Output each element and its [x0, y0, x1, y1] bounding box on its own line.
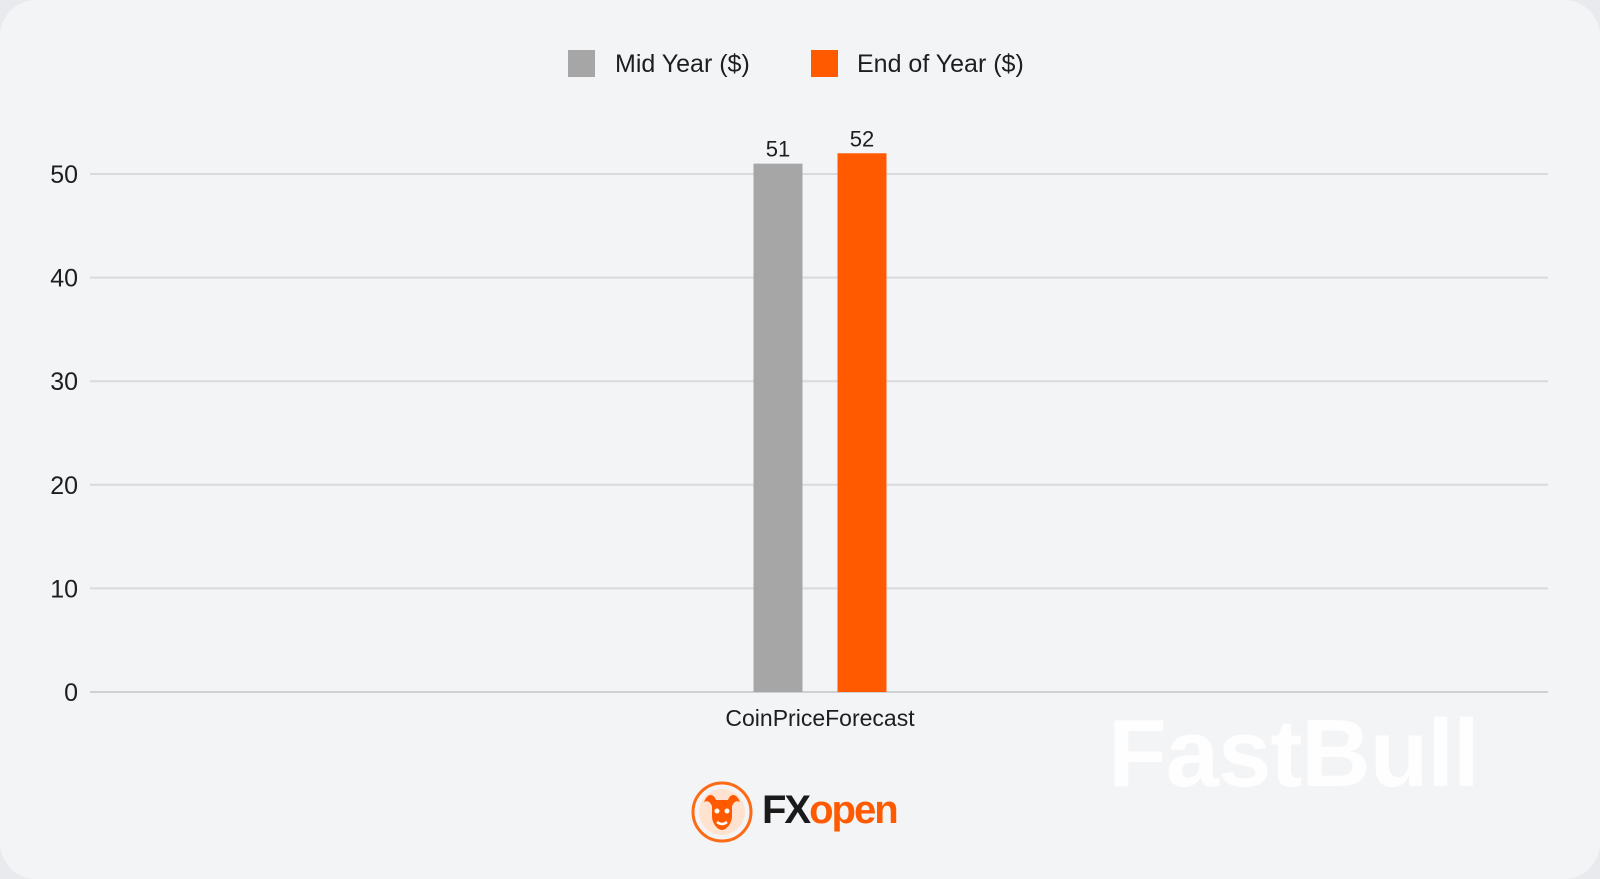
- data-label: 51: [766, 137, 790, 162]
- y-tick-label: 0: [64, 679, 78, 707]
- x-category-label: CoinPriceForecast: [725, 705, 915, 731]
- y-tick-label: 10: [50, 575, 78, 603]
- x-axis: CoinPriceForecast: [725, 705, 915, 731]
- legend-label: End of Year ($): [857, 50, 1024, 78]
- gridlines: [90, 173, 1548, 693]
- logo-fx-text: FX: [762, 788, 811, 832]
- data-labels: 51 52: [766, 126, 874, 161]
- logo-open-text: open: [809, 788, 899, 832]
- fxopen-wordmark: FXopen: [762, 788, 899, 832]
- legend: Mid Year ($) End of Year ($): [568, 50, 1024, 78]
- fxopen-logo: FXopen: [690, 778, 910, 848]
- bull-emblem-icon: [691, 781, 753, 843]
- bar-end-of-year: [837, 153, 887, 692]
- y-axis: 0 10 20 30 40 50: [50, 161, 78, 707]
- legend-swatch: [568, 50, 595, 77]
- y-tick-label: 50: [50, 161, 78, 189]
- fastbull-watermark: FastBull: [1108, 700, 1480, 807]
- data-label: 52: [850, 126, 874, 151]
- legend-swatch: [811, 50, 838, 77]
- legend-label: Mid Year ($): [615, 50, 750, 78]
- y-tick-label: 30: [50, 368, 78, 396]
- bars: [753, 153, 887, 692]
- bar-mid-year: [753, 163, 803, 692]
- y-tick-label: 40: [50, 265, 78, 293]
- y-tick-label: 20: [50, 472, 78, 500]
